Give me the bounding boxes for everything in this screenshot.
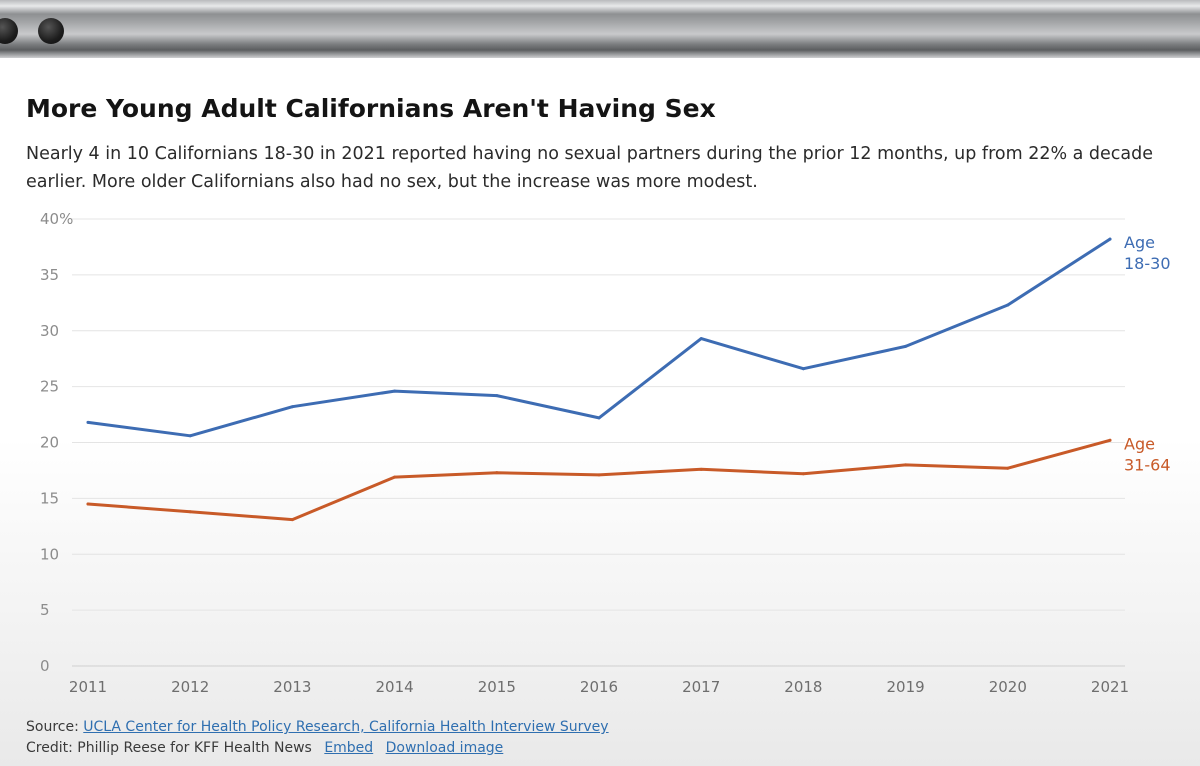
y-tick-label: 10 xyxy=(40,545,59,563)
series-label-line: Age xyxy=(1124,434,1155,453)
x-tick-label: 2021 xyxy=(1091,678,1129,696)
series-label-line: 31-64 xyxy=(1124,455,1171,474)
data-point xyxy=(1108,438,1112,442)
window-control-icon[interactable] xyxy=(0,18,18,44)
data-point xyxy=(290,405,294,409)
x-tick-label: 2019 xyxy=(887,678,925,696)
series-line xyxy=(86,237,1112,438)
browser-top-bar xyxy=(0,0,1200,58)
data-point xyxy=(1006,466,1010,470)
data-point xyxy=(1006,303,1010,307)
series-line xyxy=(86,438,1112,522)
credit-line: Credit: Phillip Reese for KFF Health New… xyxy=(26,738,609,759)
source-link[interactable]: UCLA Center for Health Policy Research, … xyxy=(83,719,609,735)
data-point xyxy=(904,463,908,467)
data-point xyxy=(801,472,805,476)
y-tick-label: 20 xyxy=(40,434,59,452)
embed-link[interactable]: Embed xyxy=(324,740,374,756)
series-label: Age 18-30 xyxy=(1124,233,1171,273)
y-tick-label: 35 xyxy=(40,266,59,284)
chart-footer: Source: UCLA Center for Health Policy Re… xyxy=(26,717,609,759)
chart-title: More Young Adult Californians Aren't Hav… xyxy=(26,94,716,123)
series-label: Age 31-64 xyxy=(1124,434,1171,474)
data-point xyxy=(290,518,294,522)
page-background xyxy=(0,58,1200,766)
data-point xyxy=(801,367,805,371)
credit-label: Credit: Phillip Reese for KFF Health New… xyxy=(26,740,312,756)
chart-subtitle: Nearly 4 in 10 Californians 18-30 in 202… xyxy=(26,144,1154,192)
line-chart: 0 5 10 15 20 25 30 35 40% 2011 2012 2013 2014 2015 201… xyxy=(40,210,1171,696)
source-line: Source: UCLA Center for Health Policy Re… xyxy=(26,717,609,738)
data-point xyxy=(904,344,908,348)
y-tick-label: 25 xyxy=(40,378,59,396)
data-point xyxy=(699,467,703,471)
source-label: Source: xyxy=(26,719,79,735)
data-point xyxy=(495,394,499,398)
window-control-icon[interactable] xyxy=(38,18,64,44)
y-tick-label: 0 xyxy=(40,657,50,675)
data-point xyxy=(393,475,397,479)
x-tick-label: 2015 xyxy=(478,678,516,696)
y-tick-label: 5 xyxy=(40,601,50,619)
data-point xyxy=(86,502,90,506)
data-point xyxy=(597,416,601,420)
x-tick-label: 2013 xyxy=(273,678,311,696)
data-point xyxy=(495,471,499,475)
y-tick-label: 30 xyxy=(40,322,59,340)
data-point xyxy=(1108,237,1112,241)
data-point xyxy=(597,473,601,477)
y-tick-label: 40% xyxy=(40,210,73,228)
x-tick-label: 2014 xyxy=(376,678,414,696)
series-label-line: 18-30 xyxy=(1124,254,1171,273)
data-point xyxy=(393,389,397,393)
y-tick-label: 15 xyxy=(40,489,59,507)
x-tick-label: 2016 xyxy=(580,678,618,696)
download-image-link[interactable]: Download image xyxy=(385,740,504,756)
x-tick-label: 2017 xyxy=(682,678,720,696)
x-tick-label: 2018 xyxy=(784,678,822,696)
data-point xyxy=(699,337,703,341)
x-tick-label: 2012 xyxy=(171,678,209,696)
x-tick-label: 2020 xyxy=(989,678,1027,696)
x-tick-label: 2011 xyxy=(69,678,107,696)
data-point xyxy=(86,420,90,424)
data-point xyxy=(188,434,192,438)
series-label-line: Age xyxy=(1124,233,1155,252)
data-point xyxy=(188,510,192,514)
